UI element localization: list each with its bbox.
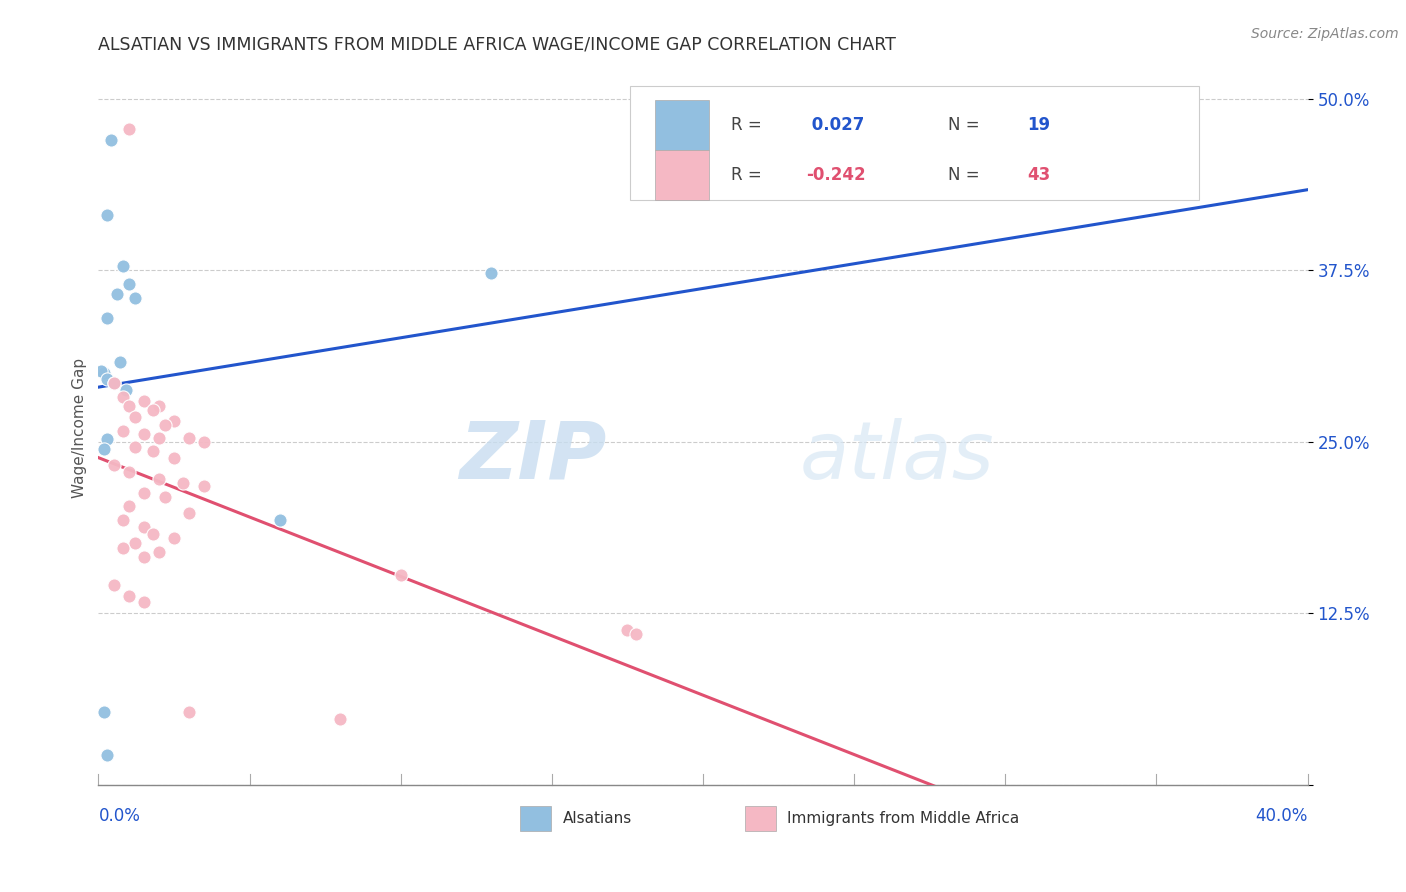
Text: 0.027: 0.027 — [806, 116, 865, 134]
Point — [118, 122, 141, 136]
Point — [90, 363, 112, 377]
Point — [93, 705, 115, 719]
Y-axis label: Wage/Income Gap: Wage/Income Gap — [72, 358, 87, 499]
Point — [163, 451, 186, 466]
Point — [118, 277, 141, 291]
Text: R =: R = — [731, 166, 766, 184]
Text: R =: R = — [731, 116, 766, 134]
Bar — [655, 150, 709, 200]
Point — [481, 266, 503, 280]
Point — [148, 399, 170, 413]
Point — [118, 465, 141, 479]
Point — [111, 390, 134, 404]
Point — [132, 485, 155, 500]
Point — [148, 544, 170, 558]
Point — [329, 712, 352, 726]
Point — [177, 431, 201, 445]
Text: -0.242: -0.242 — [806, 166, 866, 184]
Point — [103, 376, 125, 390]
Point — [124, 536, 146, 550]
Text: 40.0%: 40.0% — [1256, 807, 1308, 825]
Point — [93, 442, 115, 456]
Point — [132, 426, 155, 441]
Point — [103, 577, 125, 591]
Point — [114, 383, 136, 397]
Point — [96, 747, 118, 762]
Point — [163, 414, 186, 428]
Text: 43: 43 — [1026, 166, 1050, 184]
Point — [96, 209, 118, 223]
Point — [193, 479, 215, 493]
Point — [105, 286, 128, 301]
Point — [108, 355, 131, 369]
Point — [111, 259, 134, 273]
Point — [153, 418, 176, 433]
Point — [118, 500, 141, 514]
Point — [177, 506, 201, 520]
Point — [148, 431, 170, 445]
Point — [111, 513, 134, 527]
Text: Immigrants from Middle Africa: Immigrants from Middle Africa — [787, 812, 1019, 826]
Point — [111, 541, 134, 555]
Text: 19: 19 — [1026, 116, 1050, 134]
Point — [148, 472, 170, 486]
Point — [132, 393, 155, 408]
Point — [132, 550, 155, 565]
Point — [124, 410, 146, 425]
Point — [103, 458, 125, 473]
Point — [132, 595, 155, 609]
Point — [626, 627, 648, 641]
Point — [93, 366, 115, 380]
Point — [172, 476, 194, 491]
Text: ALSATIAN VS IMMIGRANTS FROM MIDDLE AFRICA WAGE/INCOME GAP CORRELATION CHART: ALSATIAN VS IMMIGRANTS FROM MIDDLE AFRIC… — [98, 36, 896, 54]
Point — [616, 623, 638, 637]
Point — [142, 526, 165, 541]
Text: atlas: atlas — [800, 417, 994, 496]
Point — [96, 311, 118, 326]
Point — [389, 568, 412, 582]
Point — [124, 441, 146, 455]
Point — [142, 403, 165, 417]
Point — [177, 705, 201, 719]
Point — [163, 531, 186, 545]
Text: N =: N = — [949, 166, 986, 184]
Point — [96, 372, 118, 386]
Text: N =: N = — [949, 116, 986, 134]
Bar — [630, 86, 1199, 200]
Point — [269, 513, 291, 527]
Point — [111, 424, 134, 438]
Text: Source: ZipAtlas.com: Source: ZipAtlas.com — [1251, 27, 1399, 41]
Point — [96, 432, 118, 446]
Text: ZIP: ZIP — [458, 417, 606, 496]
Point — [132, 520, 155, 534]
Point — [193, 434, 215, 449]
Point — [124, 291, 146, 305]
Point — [103, 376, 125, 390]
Text: Alsatians: Alsatians — [562, 812, 631, 826]
Bar — [655, 100, 709, 150]
Point — [118, 589, 141, 603]
Text: 0.0%: 0.0% — [98, 807, 141, 825]
Point — [153, 490, 176, 504]
Point — [142, 444, 165, 458]
Point — [118, 399, 141, 413]
Point — [100, 133, 122, 147]
